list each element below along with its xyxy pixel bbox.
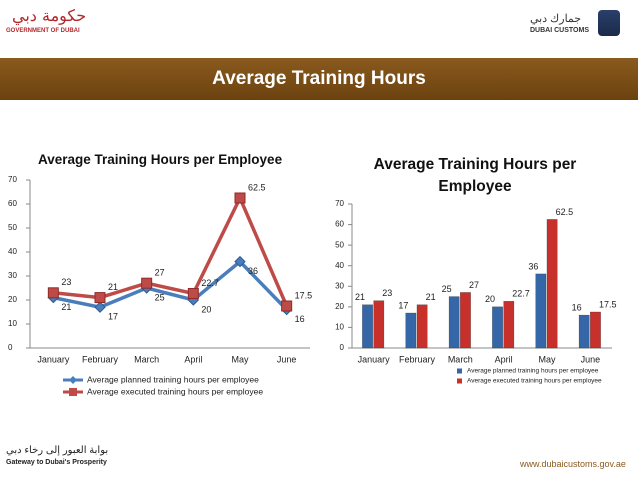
customs-en: DUBAI CUSTOMS [530, 27, 589, 34]
bar [362, 304, 373, 349]
data-label: 25 [442, 284, 452, 294]
marker [94, 301, 106, 313]
gov-logo-ar: حكومة دبي [12, 6, 87, 25]
data-label: 22.7 [201, 278, 219, 288]
data-label: 17 [398, 300, 408, 310]
bar [503, 301, 515, 349]
legend-label: Average planned training hours per emplo… [467, 368, 599, 375]
bar [405, 312, 417, 349]
y-tick-label: 30 [8, 271, 17, 280]
x-tick-label: May [231, 354, 249, 364]
legend-label: Average executed training hours per empl… [467, 378, 602, 385]
x-tick-label: February [399, 354, 436, 364]
customs-emblem [598, 10, 620, 36]
data-label: 21 [61, 302, 71, 312]
marker [94, 292, 106, 304]
data-label: 25 [155, 292, 165, 302]
legend-marker [457, 368, 462, 374]
data-label: 21 [426, 292, 436, 302]
legend-label: Average executed training hours per empl… [87, 386, 263, 396]
data-label: 17.5 [295, 290, 313, 300]
bar [535, 273, 547, 349]
x-tick-label: April [184, 354, 202, 364]
bar [416, 304, 428, 349]
y-tick-label: 50 [335, 240, 344, 249]
data-label: 36 [248, 266, 258, 276]
legend-marker [457, 378, 462, 384]
x-tick-label: January [37, 354, 70, 364]
bar [373, 300, 385, 349]
data-label: 21 [108, 282, 118, 292]
footer-url: www.dubaicustoms.gov.ae [520, 459, 626, 469]
data-label: 17.5 [599, 299, 617, 309]
y-tick-label: 60 [8, 199, 17, 208]
y-tick-label: 30 [335, 281, 344, 290]
x-tick-label: March [134, 354, 159, 364]
bar [578, 314, 590, 349]
bar [546, 219, 558, 349]
data-label: 23 [382, 288, 392, 298]
y-tick-label: 20 [8, 295, 17, 304]
data-label: 62.5 [556, 207, 574, 217]
bar [492, 306, 503, 349]
y-tick-label: 60 [335, 220, 344, 229]
legend-marker [69, 376, 77, 384]
data-label: 16 [572, 302, 582, 312]
data-label: 62.5 [248, 182, 266, 192]
y-tick-label: 50 [8, 223, 17, 232]
chart-title: Average Training Hours per Employee [38, 152, 283, 167]
x-tick-label: February [82, 354, 119, 364]
data-label: 17 [108, 312, 118, 322]
chart-title: Average Training Hours per Employee [373, 156, 577, 195]
bar [448, 296, 460, 349]
data-label: 20 [201, 304, 211, 314]
y-tick-label: 20 [335, 302, 344, 311]
marker [187, 288, 199, 300]
marker [234, 255, 246, 268]
data-label: 20 [485, 294, 495, 304]
x-tick-label: June [581, 354, 601, 364]
x-tick-label: January [358, 354, 391, 364]
data-label: 21 [355, 292, 365, 302]
y-tick-label: 70 [8, 175, 17, 184]
y-tick-label: 0 [340, 343, 345, 352]
header-band [0, 58, 638, 100]
y-tick-label: 10 [8, 319, 17, 328]
series-line [52, 259, 288, 311]
data-label: 16 [295, 314, 305, 324]
x-tick-label: April [495, 354, 513, 364]
footer-slogan-en: Gateway to Dubai's Prosperity [6, 459, 107, 466]
gov-logo-en: GOVERNMENT OF DUBAI [6, 28, 80, 34]
data-label: 36 [528, 261, 538, 271]
slide-title: Average Training Hours [212, 68, 426, 89]
data-label: 23 [61, 277, 71, 287]
data-label: 27 [469, 280, 479, 290]
data-label: 27 [155, 268, 165, 278]
y-tick-label: 40 [8, 247, 17, 256]
customs-ar: جمارك دبي [530, 13, 582, 25]
x-tick-label: June [277, 354, 297, 364]
y-tick-label: 10 [335, 323, 344, 332]
marker [47, 287, 59, 299]
x-tick-label: March [448, 354, 473, 364]
bar [590, 311, 601, 349]
marker [234, 192, 246, 204]
footer-slogan-ar: بوابة العبور إلى رخاء دبي [6, 445, 109, 456]
y-tick-label: 70 [335, 199, 344, 208]
data-label: 22.7 [512, 289, 530, 299]
y-tick-label: 40 [335, 261, 344, 270]
legend-marker [69, 388, 77, 396]
series-line [53, 193, 289, 307]
marker [281, 300, 293, 312]
x-tick-label: May [538, 354, 556, 364]
marker [141, 277, 153, 289]
y-tick-label: 0 [8, 343, 13, 352]
bar [460, 292, 471, 349]
legend-label: Average planned training hours per emplo… [87, 374, 259, 384]
